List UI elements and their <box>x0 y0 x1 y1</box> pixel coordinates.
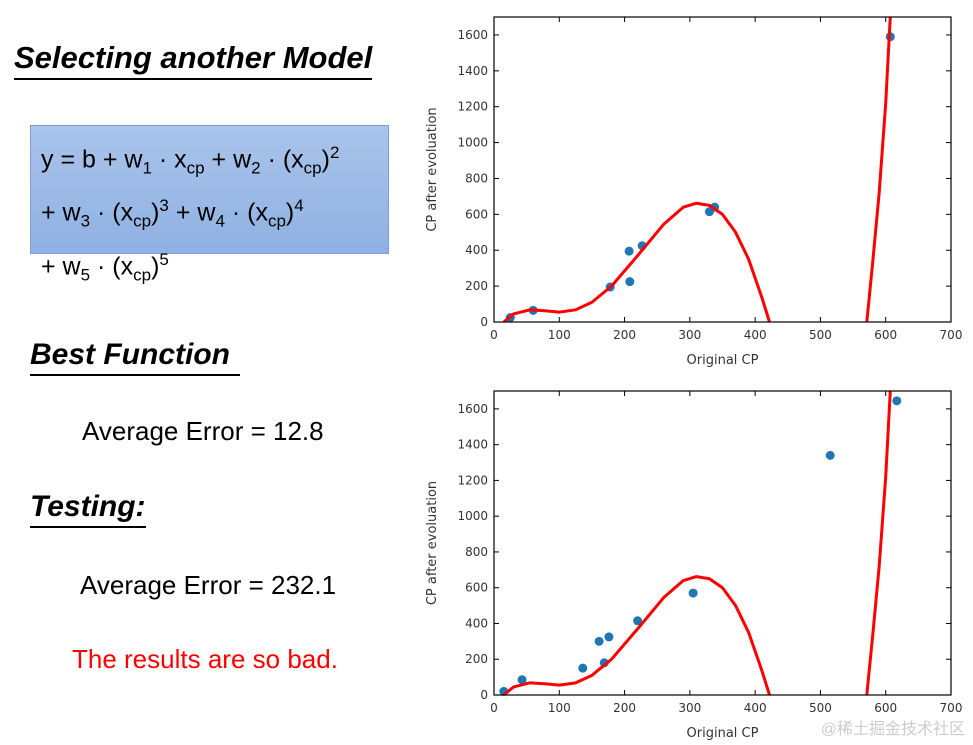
y-tick-label: 400 <box>465 616 488 630</box>
plot-frame <box>493 390 952 696</box>
watermark: @稀土掘金技术社区 <box>820 721 965 738</box>
y-tick-label: 1000 <box>457 136 488 150</box>
y-tick-label: 1600 <box>457 28 488 42</box>
x-tick-label: 700 <box>940 701 963 715</box>
model-formula: y = b + w1 · xcp + w2 · (xcp)2 + w3 · (x… <box>30 125 389 284</box>
data-point <box>625 277 635 287</box>
x-tick-label: 200 <box>613 701 636 715</box>
x-tick-label: 100 <box>548 328 571 342</box>
best-function-heading: Best Function <box>30 338 240 376</box>
y-tick-label: 600 <box>465 581 488 595</box>
x-tick-label: 100 <box>548 701 571 715</box>
x-tick-label: 0 <box>490 701 498 715</box>
x-tick-label: 500 <box>809 701 832 715</box>
data-point <box>604 632 614 642</box>
fit-curve <box>865 391 892 695</box>
y-tick-label: 1400 <box>457 64 488 78</box>
x-tick-label: 600 <box>874 328 897 342</box>
x-tick-label: 200 <box>613 328 636 342</box>
x-tick-label: 500 <box>809 328 832 342</box>
plot-frame <box>493 16 952 323</box>
formula-line-1: y = b + w1 · xcp + w2 · (xcp)2 <box>41 143 340 178</box>
data-point <box>624 246 634 256</box>
y-tick-label: 600 <box>465 207 488 221</box>
fit-curve <box>865 17 892 322</box>
y-tick-label: 200 <box>465 279 488 293</box>
testing-error: Average Error = 232.1 <box>80 570 337 600</box>
data-point <box>825 450 835 460</box>
data-point <box>892 396 902 406</box>
training-chart: 0 100 200 300 400 500 600 700 0 200 400 600 800 1000 1… <box>425 16 963 368</box>
x-axis-label: Original CP <box>687 726 759 741</box>
x-tick-label: 400 <box>744 328 767 342</box>
y-axis-label: CP after evoluation <box>425 107 440 231</box>
fit-curve <box>502 201 771 322</box>
data-point <box>688 588 698 598</box>
y-axis-label: CP after evoluation <box>425 481 440 605</box>
y-tick-label: 1600 <box>457 402 488 416</box>
y-tick-label: 0 <box>480 315 488 329</box>
x-tick-label: 400 <box>744 701 767 715</box>
y-tick-label: 400 <box>465 243 488 257</box>
training-error: Average Error = 12.8 <box>82 416 324 446</box>
y-tick-label: 0 <box>480 688 488 702</box>
testing-chart: 0 100 200 300 400 500 600 700 0 200 400 600 800 1000 1… <box>425 390 963 741</box>
y-tick-label: 1200 <box>457 473 488 487</box>
y-tick-label: 1200 <box>457 100 488 114</box>
data-point <box>633 616 643 626</box>
conclusion-text: The results are so bad. <box>72 644 338 674</box>
testing-heading: Testing: <box>30 490 146 528</box>
x-tick-label: 600 <box>874 701 897 715</box>
data-point <box>594 636 604 646</box>
y-tick-label: 800 <box>465 171 488 185</box>
y-tick-label: 1400 <box>457 438 488 452</box>
fit-curve <box>502 575 771 695</box>
y-tick-label: 1000 <box>457 509 488 523</box>
x-axis-label: Original CP <box>687 353 759 368</box>
formula-line-3: + w5 · (xcp)5 <box>41 249 169 284</box>
x-tick-label: 700 <box>940 328 963 342</box>
x-tick-label: 300 <box>678 328 701 342</box>
y-tick-label: 200 <box>465 652 488 666</box>
y-tick-label: 800 <box>465 545 488 559</box>
slide-title: Selecting another Model <box>14 40 373 80</box>
x-tick-label: 300 <box>678 701 701 715</box>
data-point <box>578 663 588 673</box>
data-point <box>517 675 527 685</box>
formula-line-2: + w3 · (xcp)3 + w4 · (xcp)4 <box>41 196 304 231</box>
x-tick-label: 0 <box>490 328 498 342</box>
